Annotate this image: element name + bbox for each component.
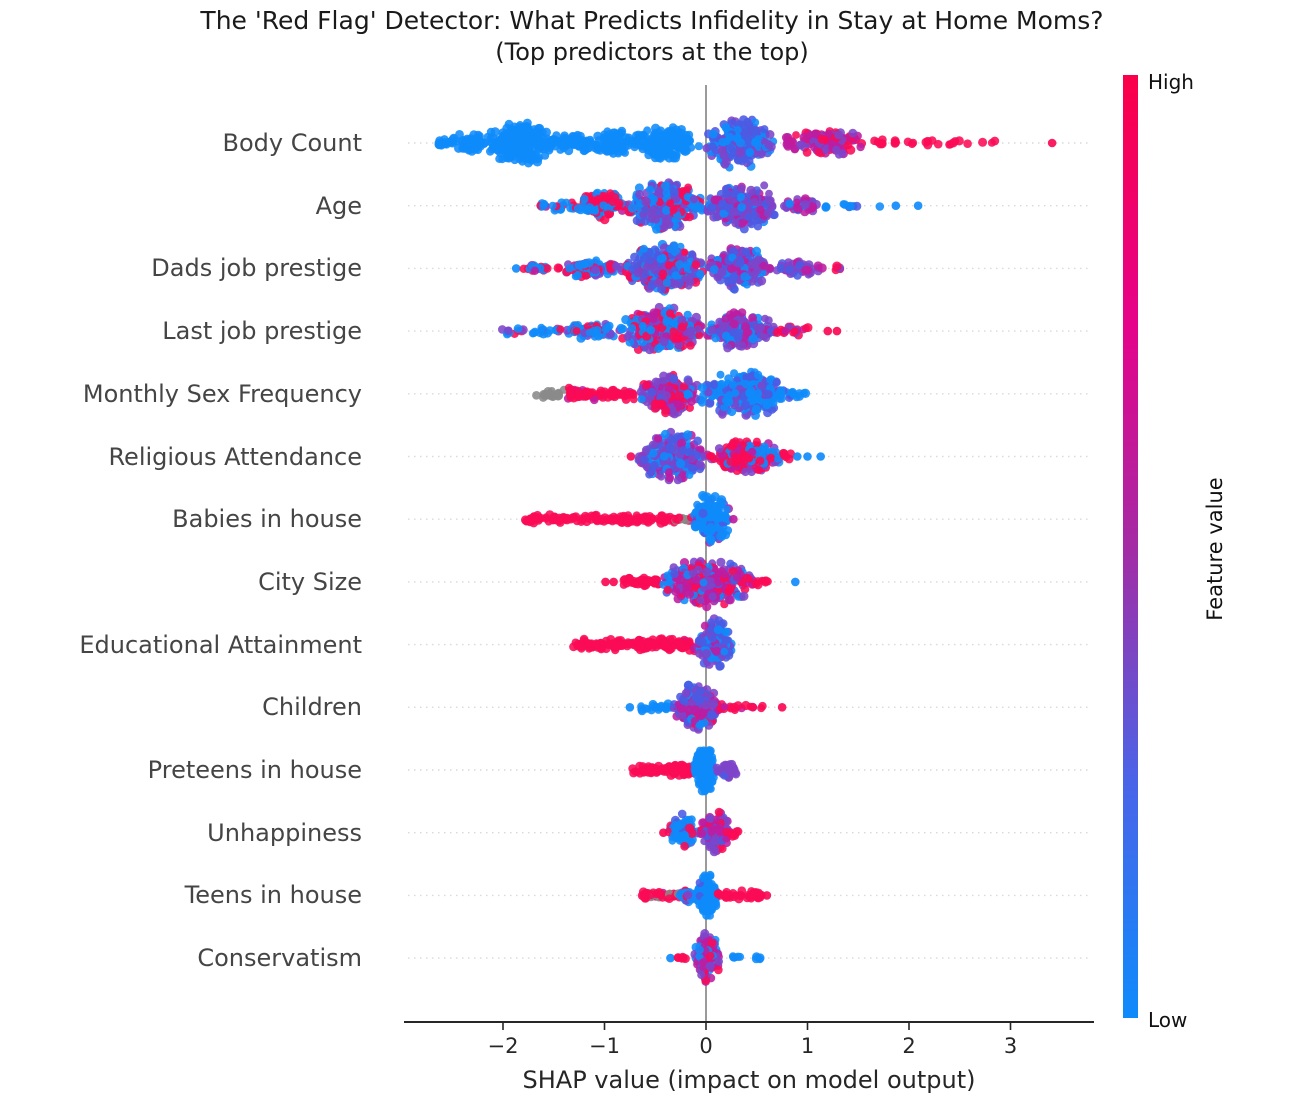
colorbar-high-label: High	[1148, 70, 1194, 94]
feature-label-age: Age	[315, 191, 362, 220]
feature-label-body-count: Body Count	[222, 129, 363, 157]
feature-label-babies-in-house: Babies in house	[172, 505, 362, 534]
chart-subtitle: (Top predictors at the top)	[495, 38, 809, 66]
feature-label-last-job-prestige: Last job prestige	[162, 317, 362, 346]
feature-label-monthly-sex-frequency: Monthly Sex Frequency	[82, 379, 362, 408]
feature-label-conservatism: Conservatism	[197, 944, 362, 973]
x-tick-label: 1	[800, 1034, 815, 1058]
x-axis-label: SHAP value (impact on model output)	[522, 1066, 976, 1094]
colorbar-axis-label: Feature value	[1203, 477, 1227, 621]
swarm-educational-attainment	[569, 614, 736, 671]
feature-label-teens-in-house: Teens in house	[184, 881, 362, 910]
feature-label-children: Children	[262, 693, 362, 722]
swarm-body-count	[434, 115, 1057, 172]
swarm-conservatism	[666, 929, 765, 986]
swarm-unhappiness	[659, 807, 743, 857]
feature-label-educational-attainment: Educational Attainment	[79, 630, 362, 659]
swarm-last-job-prestige	[498, 302, 842, 355]
colorbar-gradient	[1123, 75, 1138, 1018]
x-tick-label: 3	[1003, 1034, 1018, 1058]
swarm-children	[625, 680, 787, 734]
x-tick-label: 0	[699, 1034, 713, 1058]
swarm-city-size	[601, 557, 800, 612]
swarm-monthly-sex-frequency	[532, 367, 811, 420]
swarm-teens-in-house	[637, 870, 772, 920]
swarm-age	[536, 178, 923, 234]
chart-title: The 'Red Flag' Detector: What Predicts I…	[200, 6, 1104, 35]
feature-label-unhappiness: Unhappiness	[207, 818, 362, 847]
feature-label-city-size: City Size	[258, 567, 362, 596]
feature-label-religious-attendance: Religious Attendance	[108, 442, 362, 471]
colorbar-low-label: Low	[1148, 1008, 1188, 1032]
swarm-preteens-in-house	[628, 746, 741, 796]
swarm-religious-attendance	[626, 427, 825, 485]
x-tick-label: −2	[487, 1034, 519, 1058]
feature-label-preteens-in-house: Preteens in house	[147, 756, 362, 784]
x-tick-label: −1	[589, 1034, 620, 1058]
swarm-dads-job-prestige	[511, 239, 845, 296]
feature-label-dads-job-prestige: Dads job prestige	[151, 254, 362, 283]
x-tick-label: 2	[902, 1034, 916, 1058]
swarm-babies-in-house	[520, 490, 738, 547]
